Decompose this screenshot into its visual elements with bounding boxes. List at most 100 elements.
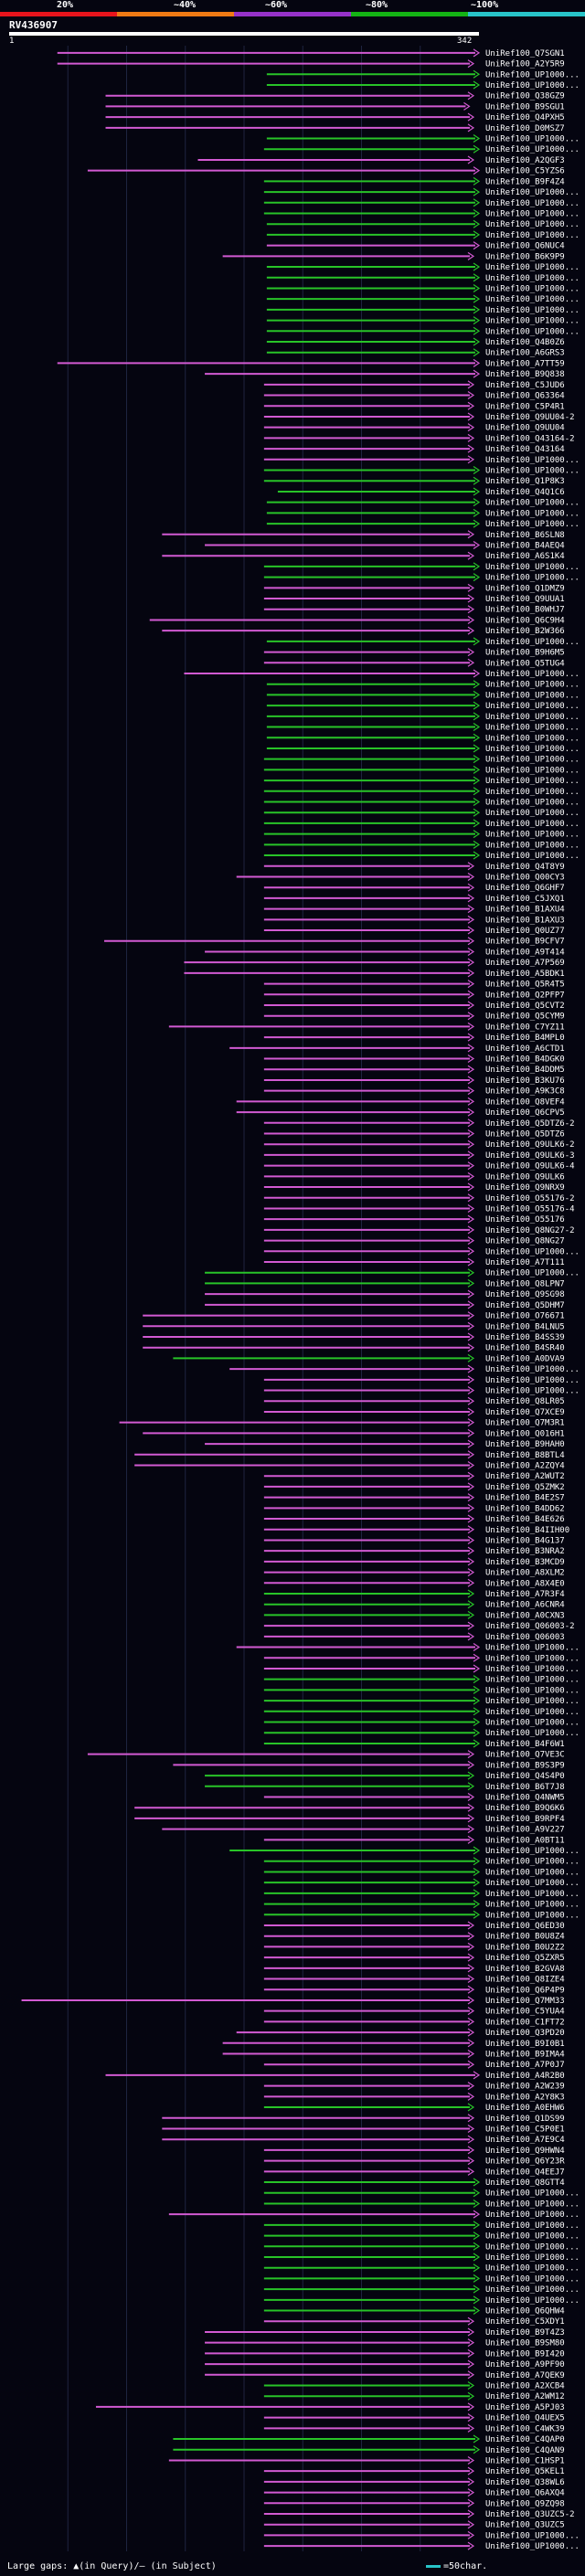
hit-label[interactable]: UniRef100_Q5CYM9 <box>485 1012 565 1022</box>
hit-label[interactable]: UniRef100_UP1000... <box>485 306 580 315</box>
hit-row[interactable]: UniRef100_B6K9P9 <box>222 251 565 261</box>
hit-row[interactable]: UniRef100_Q4EEJ7 <box>263 2167 565 2177</box>
hit-row[interactable]: UniRef100_Q5R4T5 <box>263 980 565 990</box>
hit-row[interactable]: UniRef100_Q9HWN4 <box>263 2146 565 2156</box>
hit-label[interactable]: UniRef100_A6CNR4 <box>485 1601 565 1610</box>
hit-label[interactable]: UniRef100_A9V227 <box>485 1826 565 1835</box>
hit-label[interactable]: UniRef100_UP1000... <box>485 145 580 154</box>
hit-row[interactable]: UniRef100_Q5CYM9 <box>263 1012 565 1022</box>
hit-label[interactable]: UniRef100_UP1000... <box>485 199 580 208</box>
hit-label[interactable]: UniRef100_B8BTL4 <box>485 1451 565 1460</box>
hit-row[interactable]: UniRef100_UP1000... <box>263 2530 580 2540</box>
hit-label[interactable]: UniRef100_Q5CVT2 <box>485 1002 565 1011</box>
hit-row[interactable]: UniRef100_B4LNU5 <box>143 1321 565 1331</box>
hit-row[interactable]: UniRef100_C5XDY1 <box>263 2316 565 2327</box>
hit-label[interactable]: UniRef100_UP1000... <box>485 1247 580 1256</box>
hit-row[interactable]: UniRef100_Q1P8K3 <box>263 476 565 486</box>
hit-label[interactable]: UniRef100_B9S3P9 <box>485 1761 565 1770</box>
hit-row[interactable]: UniRef100_B0U2Z2 <box>263 1942 565 1952</box>
hit-row[interactable]: UniRef100_A9T414 <box>205 947 565 957</box>
hit-label[interactable]: UniRef100_Q38WL6 <box>485 2478 565 2487</box>
hit-label[interactable]: UniRef100_UP1000... <box>485 820 580 829</box>
hit-label[interactable]: UniRef100_UP1000... <box>485 691 580 700</box>
hit-row[interactable]: UniRef100_UP1000... <box>263 1900 580 1910</box>
hit-row[interactable]: UniRef100_B4DDM5 <box>263 1065 565 1075</box>
hit-row[interactable]: UniRef100_A8X4E0 <box>263 1578 565 1588</box>
hit-label[interactable]: UniRef100_B4F6W1 <box>485 1740 565 1749</box>
hit-row[interactable]: UniRef100_UP1000... <box>263 1878 580 1888</box>
hit-label[interactable]: UniRef100_UP1000... <box>485 2531 580 2540</box>
hit-label[interactable]: UniRef100_A7P569 <box>485 959 565 968</box>
hit-row[interactable]: UniRef100_UP1000... <box>263 808 580 818</box>
hit-row[interactable]: UniRef100_Q6AXQ4 <box>263 2488 565 2498</box>
hit-label[interactable]: UniRef100_UP1000... <box>485 135 580 144</box>
hit-row[interactable]: UniRef100_A7T111 <box>263 1257 565 1267</box>
hit-row[interactable]: UniRef100_B9T4Z3 <box>205 2327 565 2337</box>
hit-row[interactable]: UniRef100_UP1000... <box>266 680 580 690</box>
hit-label[interactable]: UniRef100_B9SGU1 <box>485 102 565 111</box>
hit-label[interactable]: UniRef100_UP1000... <box>485 2274 580 2284</box>
hit-label[interactable]: UniRef100_Q4PXH5 <box>485 113 565 122</box>
hit-row[interactable]: UniRef100_UP1000... <box>266 273 580 283</box>
hit-row[interactable]: UniRef100_UP1000... <box>263 187 580 197</box>
hit-label[interactable]: UniRef100_UP1000... <box>485 1719 580 1728</box>
hit-label[interactable]: UniRef100_UP1000... <box>485 766 580 775</box>
hit-label[interactable]: UniRef100_UP1000... <box>485 2242 580 2252</box>
hit-row[interactable]: UniRef100_B4SR40 <box>143 1343 565 1353</box>
hit-row[interactable]: UniRef100_C5YZS6 <box>87 166 565 176</box>
hit-row[interactable]: UniRef100_Q5CVT2 <box>263 1001 565 1011</box>
hit-label[interactable]: UniRef100_UP1000... <box>485 1387 580 1396</box>
hit-label[interactable]: UniRef100_C4QAP0 <box>485 2435 565 2444</box>
hit-label[interactable]: UniRef100_A0CXN3 <box>485 1611 565 1620</box>
hit-label[interactable]: UniRef100_UP1000... <box>485 2285 580 2295</box>
hit-label[interactable]: UniRef100_A0EHW6 <box>485 2104 565 2113</box>
hit-row[interactable]: UniRef100_Q9ULK6 <box>263 1171 565 1182</box>
hit-row[interactable]: UniRef100_B4SS39 <box>143 1332 565 1342</box>
hit-row[interactable]: UniRef100_Q4PXH5 <box>105 112 565 122</box>
hit-label[interactable]: UniRef100_Q43164 <box>485 445 565 454</box>
hit-row[interactable]: UniRef100_UP1000... <box>263 144 580 154</box>
hit-label[interactable]: UniRef100_UP1000... <box>485 188 580 197</box>
hit-label[interactable]: UniRef100_C5YZS6 <box>485 167 565 176</box>
hit-label[interactable]: UniRef100_Q2PFP7 <box>485 991 565 1000</box>
hit-row[interactable]: UniRef100_B9Q838 <box>205 369 565 379</box>
hit-row[interactable]: UniRef100_B3KU76 <box>263 1076 565 1086</box>
hit-row[interactable]: UniRef100_UP1000... <box>266 637 580 647</box>
hit-row[interactable]: UniRef100_UP1000... <box>263 1867 580 1877</box>
hit-row[interactable]: UniRef100_UP1000... <box>266 80 580 90</box>
hit-label[interactable]: UniRef100_A7TT59 <box>485 359 565 368</box>
hit-label[interactable]: UniRef100_Q9UUA1 <box>485 595 565 604</box>
hit-label[interactable]: UniRef100_UP1000... <box>485 2232 580 2242</box>
hit-row[interactable]: UniRef100_UP1000... <box>263 1375 580 1385</box>
hit-label[interactable]: UniRef100_UP1000... <box>485 70 580 80</box>
hit-row[interactable]: UniRef100_UP1000... <box>266 294 580 304</box>
hit-label[interactable]: UniRef100_A9PF90 <box>485 2360 565 2369</box>
hit-row[interactable]: UniRef100_A0DVA9 <box>173 1353 565 1363</box>
hit-row[interactable]: UniRef100_A2W239 <box>263 2082 565 2092</box>
hit-label[interactable]: UniRef100_UP1000... <box>485 841 580 850</box>
hit-label[interactable]: UniRef100_B9HAH0 <box>485 1440 565 1449</box>
hit-label[interactable]: UniRef100_B0U2Z2 <box>485 1943 565 1952</box>
hit-row[interactable]: UniRef100_A6GRS3 <box>266 348 565 358</box>
hit-row[interactable]: UniRef100_A6S1K4 <box>162 551 565 561</box>
hit-label[interactable]: UniRef100_A6CTD1 <box>485 1044 565 1054</box>
hit-label[interactable]: UniRef100_UP1000... <box>485 2221 580 2231</box>
hit-label[interactable]: UniRef100_B6K9P9 <box>485 252 565 261</box>
hit-label[interactable]: UniRef100_Q1P8K3 <box>485 477 565 486</box>
hit-label[interactable]: UniRef100_UP1000... <box>485 509 580 518</box>
hit-row[interactable]: UniRef100_UP1000... <box>263 455 580 465</box>
hit-label[interactable]: UniRef100_Q8GTT4 <box>485 2178 565 2188</box>
hit-label[interactable]: UniRef100_Q5KEL1 <box>485 2467 565 2476</box>
hit-row[interactable]: UniRef100_UP1000... <box>266 326 580 336</box>
hit-row[interactable]: UniRef100_UP1000... <box>263 2284 580 2295</box>
hit-label[interactable]: UniRef100_Q9UU04 <box>485 424 565 433</box>
hit-label[interactable]: UniRef100_Q5R4T5 <box>485 981 565 990</box>
hit-row[interactable]: UniRef100_A7TT59 <box>57 358 565 368</box>
hit-row[interactable]: UniRef100_UP1000... <box>263 1889 580 1899</box>
hit-row[interactable]: UniRef100_Q00CY3 <box>236 872 565 882</box>
hit-label[interactable]: UniRef100_B9Q838 <box>485 370 565 379</box>
hit-row[interactable]: UniRef100_A2WM12 <box>263 2391 565 2401</box>
hit-row[interactable]: UniRef100_Q5KEL1 <box>263 2466 565 2476</box>
hit-row[interactable]: UniRef100_B9CFV7 <box>104 937 565 947</box>
hit-row[interactable]: UniRef100_C4QAN9 <box>173 2445 565 2455</box>
